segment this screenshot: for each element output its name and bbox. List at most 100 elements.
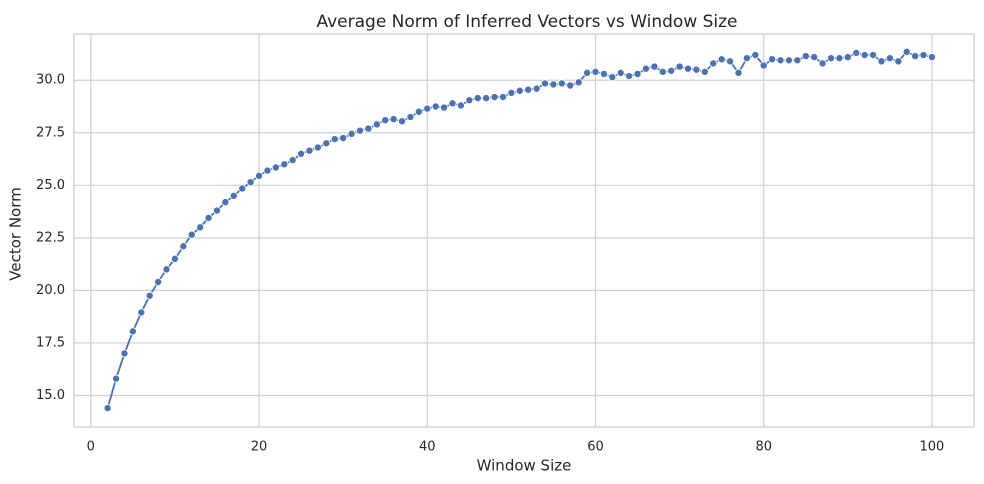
- data-point: [112, 374, 121, 383]
- y-tick-label: 27.5: [36, 125, 65, 140]
- y-tick-label: 22.5: [36, 230, 65, 245]
- data-point: [238, 184, 247, 193]
- data-point: [137, 308, 146, 317]
- data-point: [322, 139, 331, 148]
- data-point: [776, 56, 785, 65]
- data-point: [103, 404, 112, 413]
- x-axis-ticks: 0 20 40 60 80 100: [87, 440, 945, 455]
- data-point: [608, 73, 617, 82]
- data-point: [170, 254, 179, 263]
- data-point: [734, 68, 743, 77]
- data-point: [667, 66, 676, 75]
- data-point: [549, 80, 558, 89]
- data-point: [717, 55, 726, 64]
- data-point: [246, 178, 255, 187]
- data-point: [818, 59, 827, 68]
- data-point: [625, 72, 634, 81]
- data-point: [650, 62, 659, 71]
- data-point: [827, 54, 836, 63]
- data-point: [927, 53, 936, 62]
- y-tick-label: 30.0: [36, 73, 65, 88]
- data-point: [742, 54, 751, 63]
- data-point: [339, 134, 348, 143]
- data-point: [894, 57, 903, 66]
- data-point: [255, 171, 264, 180]
- data-point: [877, 57, 886, 66]
- data-point: [288, 156, 297, 165]
- data-point: [515, 86, 524, 95]
- data-point: [726, 57, 735, 66]
- data-point: [381, 116, 390, 125]
- data-point: [591, 67, 600, 76]
- y-axis-ticks: 15.0 17.5 20.0 22.5 25.0 27.5 30.0: [36, 73, 65, 403]
- data-point: [633, 69, 642, 78]
- data-point: [229, 191, 238, 200]
- y-tick-label: 17.5: [36, 335, 65, 350]
- data-point: [465, 96, 474, 105]
- data-point: [313, 143, 322, 152]
- data-point: [902, 47, 911, 56]
- y-tick-label: 20.0: [36, 283, 65, 298]
- x-axis-title: Window Size: [477, 457, 572, 475]
- data-point: [120, 349, 129, 358]
- data-point: [919, 51, 928, 60]
- data-point: [305, 146, 314, 155]
- data-point: [599, 69, 608, 78]
- data-point: [835, 54, 844, 63]
- x-tick-label: 40: [419, 440, 436, 455]
- data-point: [768, 55, 777, 64]
- data-point: [364, 124, 373, 133]
- data-point: [406, 113, 415, 122]
- x-tick-label: 100: [920, 440, 945, 455]
- data-point: [389, 115, 398, 124]
- data-point: [440, 103, 449, 112]
- data-point: [347, 129, 356, 138]
- x-tick-label: 20: [251, 440, 268, 455]
- data-point: [372, 120, 381, 129]
- data-point: [145, 291, 154, 300]
- data-point: [128, 327, 137, 336]
- y-tick-label: 15.0: [36, 388, 65, 403]
- data-point: [557, 79, 566, 88]
- data-point: [793, 56, 802, 65]
- x-tick-label: 80: [755, 440, 772, 455]
- data-point: [684, 64, 693, 73]
- chart-title: Average Norm of Inferred Vectors vs Wind…: [316, 12, 737, 32]
- data-point: [852, 48, 861, 57]
- data-point: [658, 67, 667, 76]
- data-point: [566, 81, 575, 90]
- data-point: [498, 93, 507, 102]
- data-point: [759, 61, 768, 70]
- data-point: [869, 51, 878, 60]
- data-point: [692, 65, 701, 74]
- data-point: [263, 166, 272, 175]
- data-point: [179, 242, 188, 251]
- data-point: [911, 52, 920, 61]
- data-point: [482, 94, 491, 103]
- y-axis-title: Vector Norm: [7, 187, 25, 280]
- series-line: [106, 50, 933, 409]
- data-point: [154, 277, 163, 286]
- data-point: [423, 104, 432, 113]
- data-point: [355, 126, 364, 135]
- data-point: [709, 59, 718, 68]
- data-point: [162, 265, 171, 274]
- data-point: [280, 160, 289, 169]
- data-point: [271, 163, 280, 172]
- data-point: [330, 135, 339, 144]
- data-point: [448, 99, 457, 108]
- data-point: [583, 68, 592, 77]
- data-point: [431, 102, 440, 111]
- data-point: [212, 206, 221, 215]
- data-point: [843, 53, 852, 62]
- data-point: [204, 213, 213, 222]
- data-point: [196, 223, 205, 232]
- x-tick-label: 0: [87, 440, 95, 455]
- data-point: [784, 56, 793, 65]
- data-point: [524, 85, 533, 94]
- y-tick-label: 25.0: [36, 178, 65, 193]
- data-point: [700, 67, 709, 76]
- data-point: [801, 52, 810, 61]
- grid-lines: [74, 34, 974, 427]
- data-point: [541, 79, 550, 88]
